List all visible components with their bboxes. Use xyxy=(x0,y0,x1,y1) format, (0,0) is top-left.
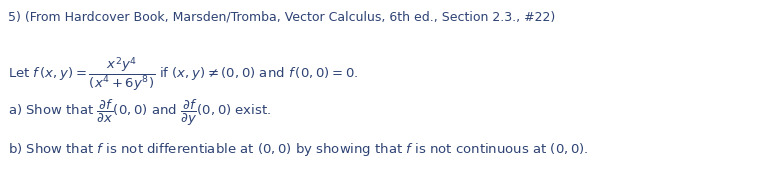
Text: 5) (From Hardcover Book, Marsden/Tromba, Vector Calculus, 6th ed., Section 2.3.,: 5) (From Hardcover Book, Marsden/Tromba,… xyxy=(8,11,556,24)
Text: a) Show that $\dfrac{\partial f}{\partial x}(0, 0)$ and $\dfrac{\partial f}{\par: a) Show that $\dfrac{\partial f}{\partia… xyxy=(8,98,272,128)
Text: Let $f\,(x, y) = \dfrac{x^2y^4}{(x^4+6y^8)}$ if $(x, y) \neq (0, 0)$ and $f\,(0,: Let $f\,(x, y) = \dfrac{x^2y^4}{(x^4+6y^… xyxy=(8,55,359,93)
Text: b) Show that $f$ is not differentiable at $(0, 0)$ by showing that $f$ is not co: b) Show that $f$ is not differentiable a… xyxy=(8,141,589,158)
